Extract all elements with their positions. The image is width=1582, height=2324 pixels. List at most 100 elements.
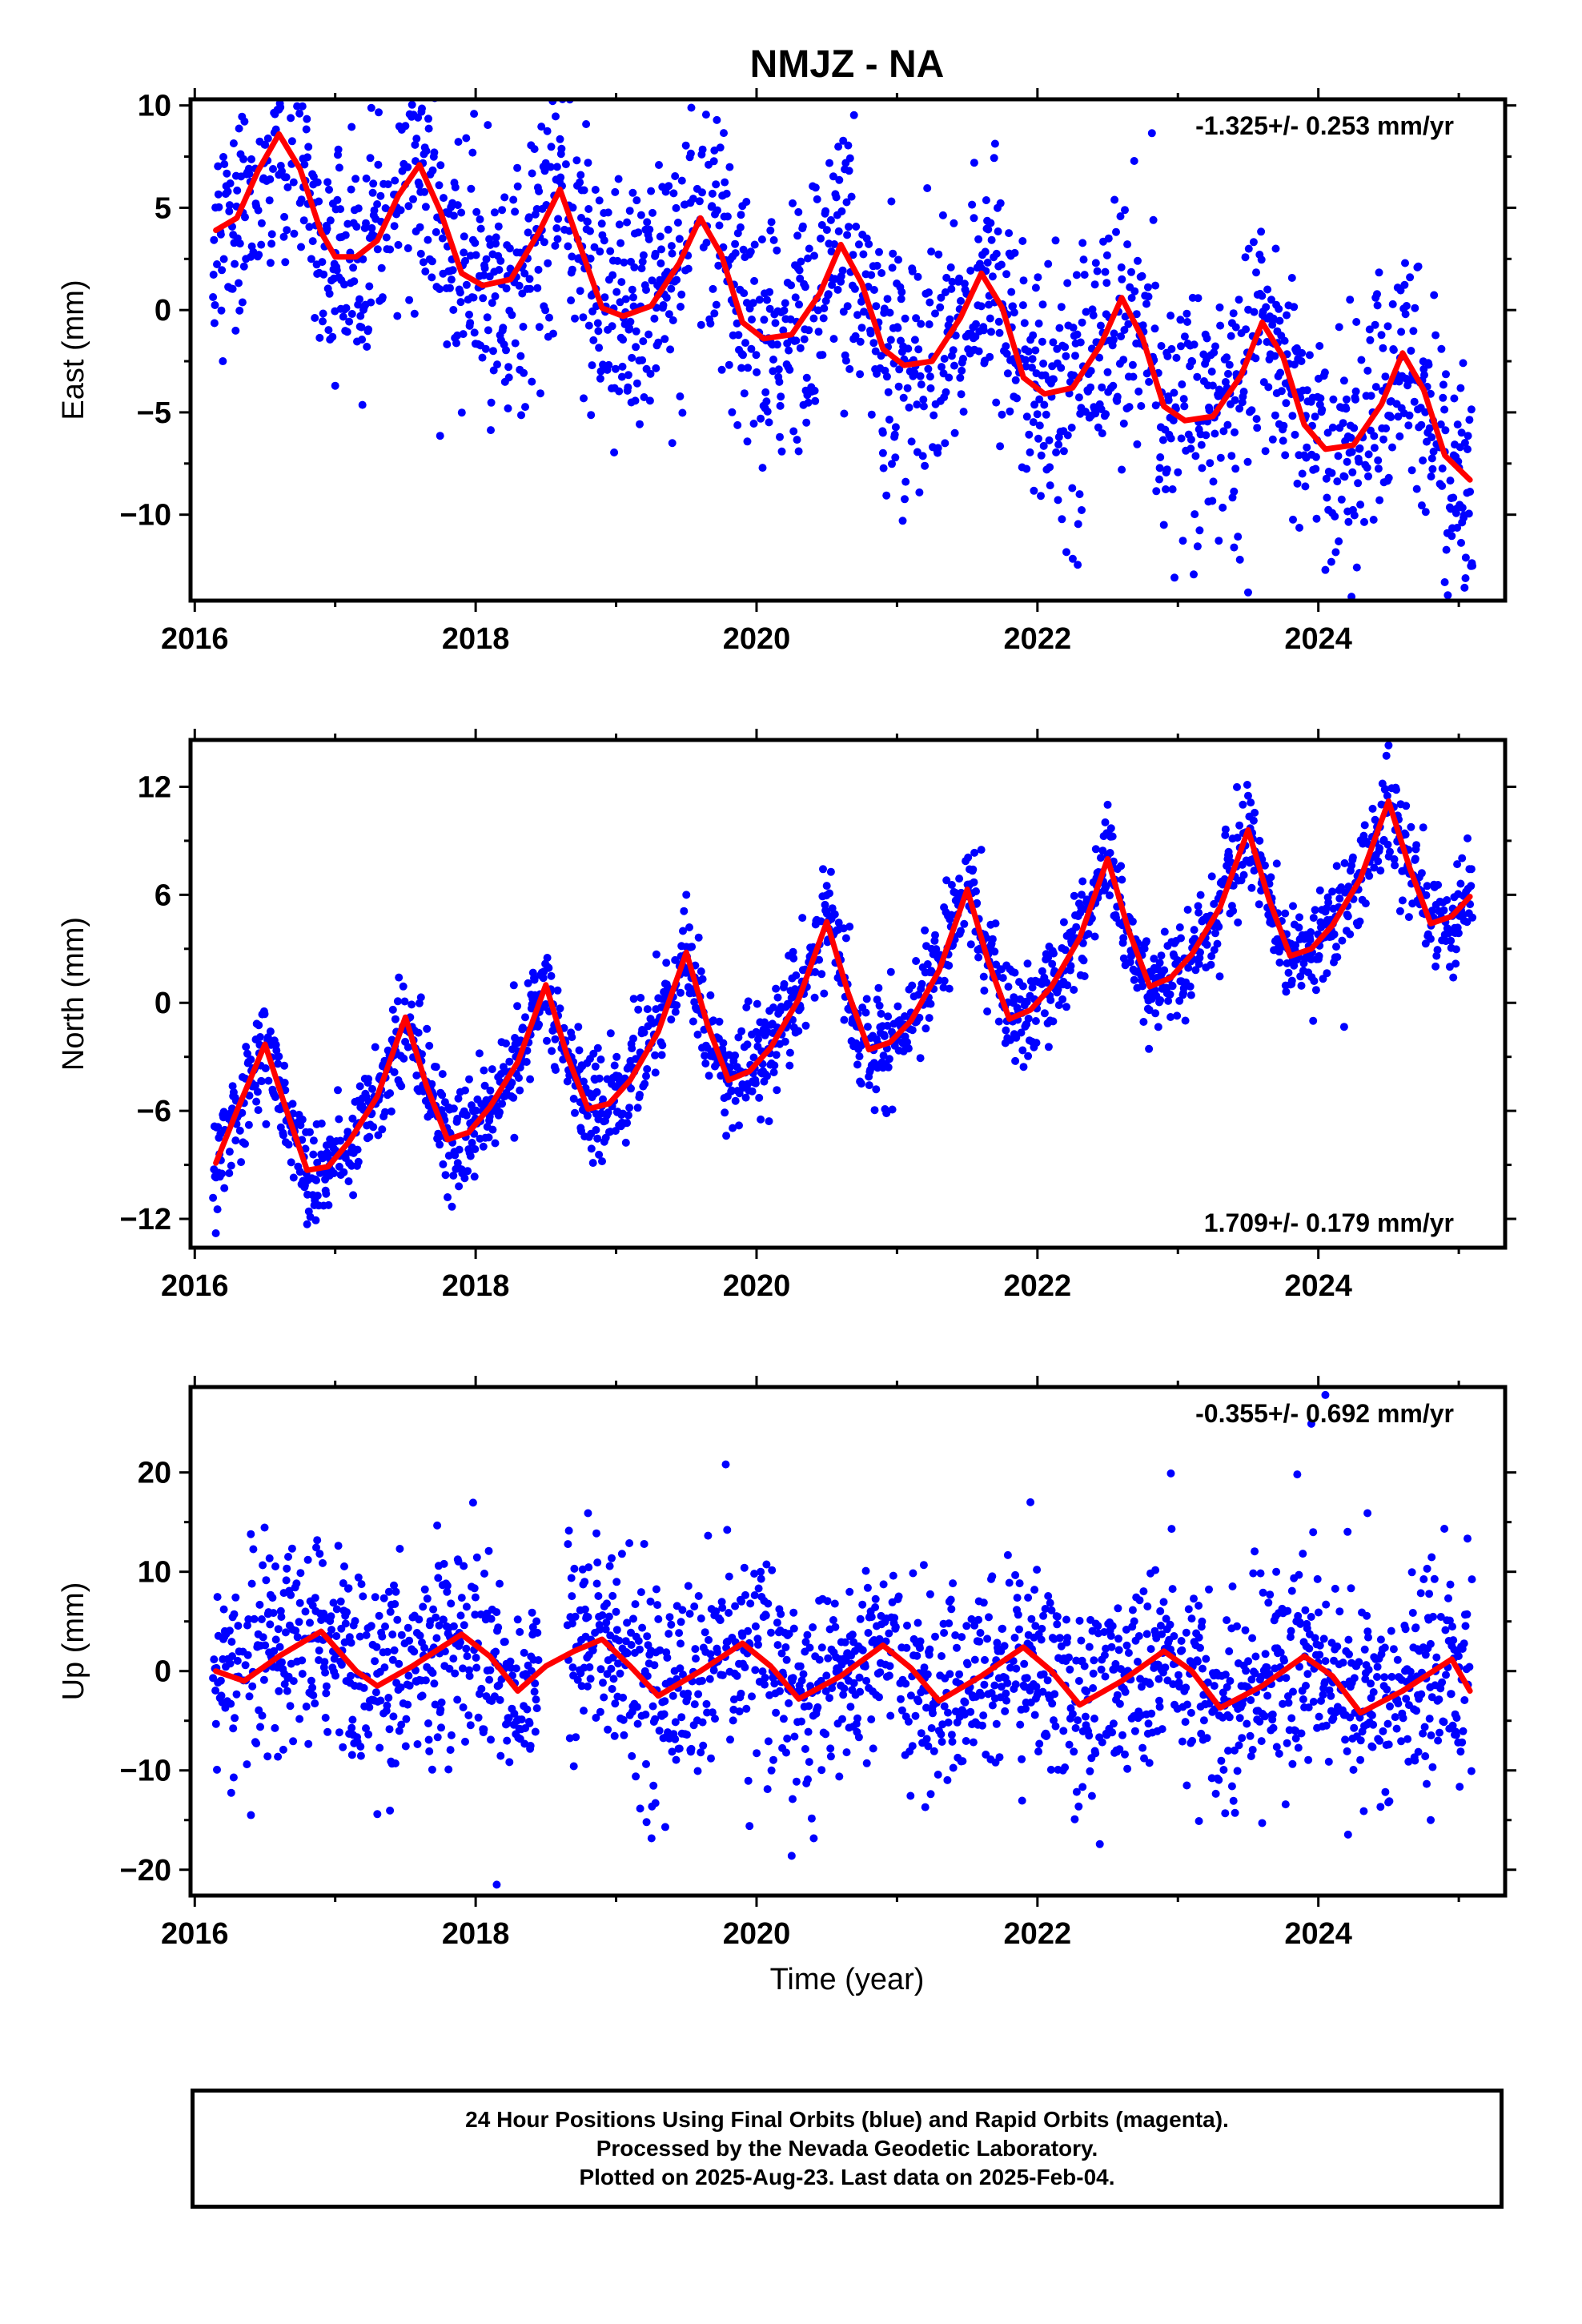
data-point bbox=[445, 1664, 454, 1673]
data-point bbox=[1459, 359, 1468, 368]
data-point bbox=[1247, 798, 1255, 807]
data-point bbox=[842, 198, 851, 207]
data-point bbox=[1045, 436, 1054, 444]
data-point bbox=[471, 1610, 480, 1619]
data-point bbox=[856, 370, 865, 379]
x-tick-label: 2016 bbox=[161, 1269, 229, 1303]
data-point bbox=[315, 197, 323, 206]
data-point bbox=[1421, 408, 1430, 416]
data-point bbox=[1156, 996, 1165, 1004]
data-point bbox=[1150, 324, 1159, 333]
data-point bbox=[1062, 352, 1070, 360]
data-point bbox=[381, 1108, 389, 1116]
data-point bbox=[462, 134, 471, 143]
data-point bbox=[446, 283, 454, 292]
data-point bbox=[831, 1622, 840, 1631]
data-point bbox=[733, 319, 741, 328]
data-point bbox=[245, 1092, 254, 1100]
data-point bbox=[506, 1657, 515, 1666]
data-point bbox=[482, 255, 491, 263]
data-point bbox=[755, 296, 764, 304]
data-point bbox=[1271, 244, 1280, 253]
data-point bbox=[252, 1739, 261, 1747]
data-point bbox=[1168, 982, 1177, 991]
data-point bbox=[1467, 865, 1476, 874]
data-point bbox=[227, 1161, 235, 1170]
data-point bbox=[1026, 448, 1034, 456]
data-point bbox=[592, 1126, 600, 1134]
data-point bbox=[959, 408, 968, 416]
data-point bbox=[692, 1655, 700, 1663]
data-point bbox=[347, 1671, 355, 1680]
data-point bbox=[541, 306, 550, 315]
data-point bbox=[1166, 312, 1175, 320]
data-point bbox=[441, 1171, 450, 1180]
data-point bbox=[415, 181, 424, 190]
data-point bbox=[901, 477, 910, 486]
data-point bbox=[1464, 445, 1472, 453]
data-point bbox=[597, 219, 606, 228]
data-point bbox=[741, 1663, 749, 1671]
data-point bbox=[994, 317, 1003, 326]
data-point bbox=[1144, 292, 1153, 301]
data-point bbox=[1284, 968, 1293, 977]
data-point bbox=[342, 304, 351, 312]
data-point bbox=[720, 129, 728, 138]
data-point bbox=[994, 1017, 1003, 1026]
data-point bbox=[798, 914, 807, 923]
data-point bbox=[656, 232, 665, 241]
data-point bbox=[1020, 319, 1029, 328]
data-point bbox=[416, 1631, 424, 1640]
data-point bbox=[464, 1167, 472, 1176]
data-point bbox=[1247, 406, 1256, 415]
data-point bbox=[1028, 983, 1037, 992]
data-point bbox=[533, 1628, 542, 1637]
data-point bbox=[449, 211, 458, 220]
data-point bbox=[264, 1076, 273, 1085]
data-point bbox=[1427, 433, 1436, 442]
data-point bbox=[517, 411, 525, 420]
data-point bbox=[496, 1108, 504, 1116]
data-point bbox=[1255, 900, 1263, 909]
data-point bbox=[876, 1668, 885, 1677]
data-point bbox=[233, 1656, 242, 1665]
data-point bbox=[420, 1643, 429, 1652]
data-point bbox=[636, 1645, 644, 1654]
data-point bbox=[1050, 375, 1058, 384]
data-point bbox=[260, 1010, 269, 1019]
data-point bbox=[894, 382, 903, 391]
data-point bbox=[983, 258, 992, 267]
data-point bbox=[1054, 440, 1063, 449]
data-point bbox=[882, 1109, 891, 1118]
data-point bbox=[713, 115, 721, 124]
data-point bbox=[779, 1715, 788, 1723]
data-point bbox=[1160, 927, 1169, 936]
data-point bbox=[620, 258, 628, 267]
data-point bbox=[802, 373, 811, 382]
data-point bbox=[584, 321, 593, 330]
data-point bbox=[656, 259, 665, 267]
data-point bbox=[1383, 322, 1392, 331]
y-tick-label: 0 bbox=[155, 987, 171, 1020]
data-point bbox=[366, 154, 375, 163]
data-point bbox=[726, 1735, 734, 1744]
data-point bbox=[1002, 349, 1011, 358]
data-point bbox=[1177, 434, 1186, 443]
data-point bbox=[447, 1731, 456, 1739]
data-point bbox=[404, 1623, 412, 1632]
data-point bbox=[1333, 953, 1342, 962]
data-point bbox=[994, 227, 1002, 235]
data-point bbox=[669, 189, 678, 198]
data-point bbox=[1379, 344, 1387, 352]
data-point bbox=[752, 351, 761, 360]
data-point bbox=[1038, 967, 1046, 975]
data-point bbox=[654, 338, 663, 347]
data-point bbox=[584, 1563, 593, 1572]
data-point bbox=[232, 1690, 241, 1699]
data-point bbox=[612, 1626, 621, 1634]
data-point bbox=[1332, 943, 1340, 951]
data-point bbox=[762, 1560, 771, 1569]
data-point bbox=[1241, 253, 1250, 262]
data-point bbox=[825, 159, 833, 167]
data-point bbox=[365, 282, 374, 291]
